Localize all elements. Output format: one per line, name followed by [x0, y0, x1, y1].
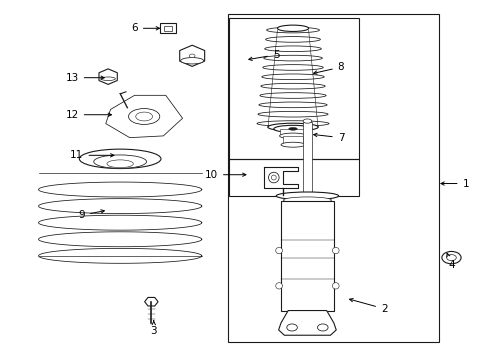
Ellipse shape [280, 133, 306, 139]
Ellipse shape [136, 112, 152, 121]
Text: 13: 13 [66, 73, 104, 83]
Text: 10: 10 [205, 170, 246, 180]
Ellipse shape [260, 93, 326, 98]
Ellipse shape [276, 192, 339, 200]
Ellipse shape [258, 111, 328, 117]
Ellipse shape [276, 247, 282, 254]
Bar [281, 201, 334, 311]
Ellipse shape [262, 74, 324, 80]
Text: 5: 5 [249, 50, 279, 60]
Ellipse shape [277, 25, 309, 31]
Text: 12: 12 [66, 110, 112, 120]
Bar [161, 23, 176, 33]
Ellipse shape [94, 155, 147, 168]
Ellipse shape [287, 324, 297, 331]
Text: 6: 6 [131, 23, 160, 33]
Text: 8: 8 [314, 62, 344, 74]
Ellipse shape [332, 247, 339, 254]
Ellipse shape [447, 255, 456, 261]
Ellipse shape [289, 127, 297, 130]
Ellipse shape [303, 119, 312, 123]
Ellipse shape [442, 251, 461, 264]
Ellipse shape [268, 123, 318, 131]
Bar [283, 136, 303, 145]
Ellipse shape [101, 77, 115, 81]
Ellipse shape [318, 324, 328, 331]
Bar [164, 26, 172, 31]
Ellipse shape [283, 197, 331, 203]
Text: 1: 1 [441, 179, 469, 189]
Bar [229, 18, 359, 159]
Text: 3: 3 [150, 320, 157, 336]
Ellipse shape [107, 160, 133, 168]
Ellipse shape [259, 102, 327, 108]
Ellipse shape [79, 149, 161, 168]
Ellipse shape [269, 172, 279, 183]
Ellipse shape [332, 283, 339, 289]
Ellipse shape [128, 109, 160, 125]
Ellipse shape [263, 65, 323, 70]
Polygon shape [106, 95, 183, 138]
Polygon shape [279, 311, 336, 335]
Text: 2: 2 [349, 298, 388, 314]
Ellipse shape [274, 125, 312, 132]
Bar [229, 159, 359, 196]
Ellipse shape [267, 27, 319, 33]
Text: 9: 9 [78, 210, 104, 220]
Bar [303, 122, 312, 194]
Ellipse shape [181, 58, 204, 64]
Ellipse shape [276, 283, 282, 289]
Ellipse shape [281, 142, 305, 147]
Ellipse shape [266, 37, 320, 42]
Text: 4: 4 [447, 253, 455, 270]
Bar [280, 129, 306, 136]
Ellipse shape [264, 55, 322, 61]
Ellipse shape [261, 83, 325, 89]
Ellipse shape [257, 121, 329, 126]
Ellipse shape [271, 175, 276, 180]
Ellipse shape [265, 46, 321, 51]
Ellipse shape [189, 54, 195, 58]
Text: 11: 11 [70, 150, 114, 160]
Text: 7: 7 [314, 133, 344, 143]
Bar [228, 14, 440, 342]
